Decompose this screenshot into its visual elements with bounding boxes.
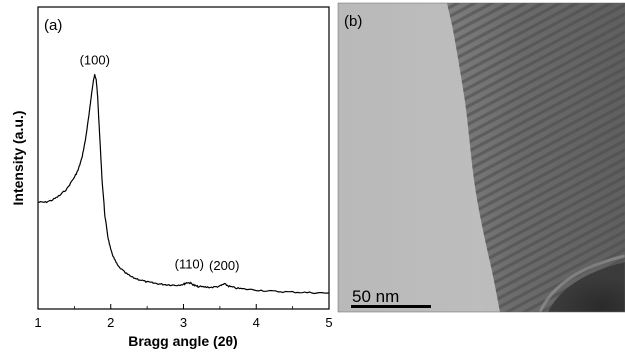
tem-frame — [337, 2, 625, 313]
scale-bar — [351, 305, 431, 308]
x-tick-label: 5 — [325, 315, 332, 330]
scale-bar-label: 50 nm — [352, 287, 399, 306]
x-tick-label: 4 — [253, 315, 260, 330]
peak-label: (110) — [175, 256, 204, 271]
chart-layer: 1 2 3 4 5 (100) (110) (200) — [34, 53, 332, 330]
x-tick-label: 3 — [180, 315, 187, 330]
xrd-series-line — [37, 74, 330, 295]
panel-a-label: (a) — [44, 17, 62, 34]
x-axis-title: Bragg angle (2θ) — [128, 333, 237, 349]
panel-b-label: (b) — [344, 13, 362, 30]
y-axis-title: Intensity (a.u.) — [10, 111, 26, 206]
plot-frame — [37, 6, 330, 310]
peak-label: (200) — [209, 258, 239, 273]
peak-label: (100) — [80, 53, 110, 68]
panel-a: (a) 1 2 3 4 5 (100) (110) (200) Intensity (a.u.… — [10, 6, 333, 349]
x-tick-label: 2 — [107, 315, 114, 330]
tem-image: 50 nm — [338, 3, 625, 312]
dark-particle — [548, 262, 625, 312]
x-tick-label: 1 — [34, 315, 41, 330]
